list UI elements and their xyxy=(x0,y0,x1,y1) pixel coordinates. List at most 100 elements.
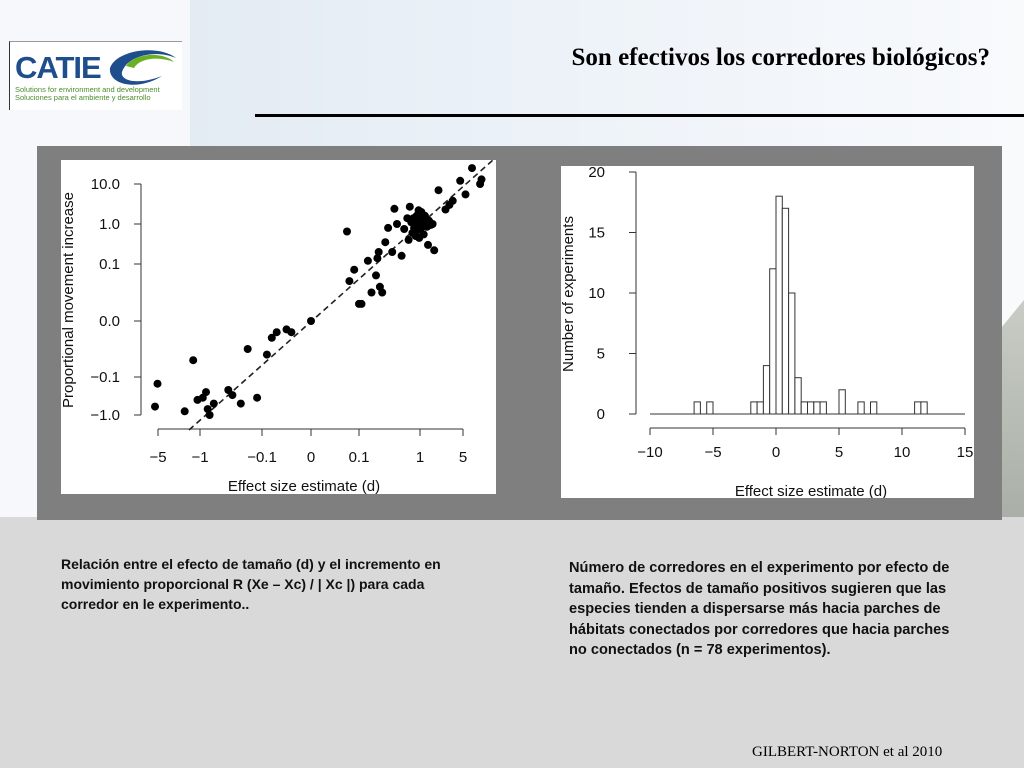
histogram-bar xyxy=(762,365,771,415)
scatter-point xyxy=(228,391,237,400)
fit-line xyxy=(188,159,494,431)
scatter-point xyxy=(390,204,399,213)
y-tick-label: 5 xyxy=(597,346,605,363)
scatter-point xyxy=(272,328,281,337)
y-tick-label: 20 xyxy=(588,166,605,181)
scatter-point xyxy=(345,277,354,286)
scatter-point xyxy=(357,299,366,308)
scatter-point xyxy=(350,265,359,274)
x-tick-label: 10 xyxy=(894,444,911,461)
scatter-point xyxy=(424,240,432,249)
scatter-point xyxy=(388,248,397,256)
histogram-bar xyxy=(781,207,790,415)
x-tick-label: 0.1 xyxy=(349,449,370,466)
scatter-point xyxy=(384,223,393,232)
x-tick-label: 15 xyxy=(957,444,974,461)
y-tick-label: 1.0 xyxy=(99,216,120,233)
histogram-bar xyxy=(788,292,796,415)
scatter-point xyxy=(405,202,414,211)
scatter-point xyxy=(267,333,276,342)
logo-wordmark: CATIE xyxy=(15,50,102,85)
histogram-bar xyxy=(800,401,808,415)
histogram-panel: −10 −5 0 5 10 15 0 5 10 15 20 Effect size estimate … xyxy=(560,164,974,500)
citation: GILBERT-NORTON et al 2010 xyxy=(752,744,943,760)
y-tick-label: 15 xyxy=(588,225,605,242)
scatter-point xyxy=(428,220,437,228)
scatter-point xyxy=(378,288,387,297)
histogram-bar xyxy=(920,401,928,415)
y-tick-label: 0.0 xyxy=(99,313,120,330)
histogram-bar xyxy=(819,401,827,415)
scatter-point xyxy=(468,164,476,173)
scatter-point xyxy=(153,379,162,388)
scatter-point xyxy=(367,288,376,297)
scatter-point xyxy=(373,254,382,263)
histogram-bar xyxy=(693,401,701,415)
scatter-point xyxy=(236,399,245,408)
scatter-point xyxy=(287,328,296,337)
caption-band xyxy=(0,517,1024,768)
histogram-bar xyxy=(750,401,758,415)
scatter-point xyxy=(397,251,406,260)
scatter-point xyxy=(461,190,470,199)
scatter-point xyxy=(419,230,428,239)
title-divider xyxy=(255,114,1024,117)
catie-logo: CATIE Solutions for environment and deve… xyxy=(9,41,182,110)
y-axis-title: Number of experiments xyxy=(561,216,577,372)
histogram-bar xyxy=(775,195,783,415)
x-tick-label: −0.1 xyxy=(247,449,277,466)
y-tick-label: 0 xyxy=(597,406,605,423)
x-tick-label: −10 xyxy=(637,444,662,461)
x-tick-label: 0 xyxy=(772,444,780,461)
histogram-bar xyxy=(914,401,922,415)
scatter-point xyxy=(343,227,351,236)
y-tick-label: −1.0 xyxy=(90,407,120,424)
histogram-bar xyxy=(857,401,865,415)
x-tick-label: 5 xyxy=(459,449,467,466)
histogram-bar xyxy=(870,401,878,415)
y-tick-label: −0.1 xyxy=(90,369,120,386)
y-axis-title: Proportional movement increase xyxy=(61,192,77,408)
scatter-plot-panel: −5 −1 −0.1 0 0.1 1 5 −1.0 −0.1 0.0 0.1 1.0 10.0 Effec… xyxy=(60,159,496,495)
scatter-point xyxy=(253,393,262,402)
scatter-point xyxy=(151,402,159,411)
scatter-point xyxy=(430,246,439,255)
x-axis-title: Effect size estimate (d) xyxy=(228,478,380,494)
scatter-point xyxy=(374,248,383,256)
scatter-point xyxy=(381,238,390,247)
histogram-bar xyxy=(756,401,764,415)
histogram-bar xyxy=(813,401,821,415)
logo-tagline-en: Solutions for environment and developmen… xyxy=(15,85,160,94)
scatter-point xyxy=(400,225,409,233)
scatter-point xyxy=(456,176,465,185)
caption-left: Relación entre el efecto de tamaño (d) y… xyxy=(61,556,441,612)
histogram-bar xyxy=(838,389,846,415)
histogram-bar xyxy=(794,377,802,415)
histogram-bar xyxy=(769,268,777,415)
scatter-point xyxy=(202,388,210,397)
x-tick-label: 1 xyxy=(416,449,424,466)
scatter-point xyxy=(209,399,218,408)
scatter-point xyxy=(189,356,198,365)
histogram-chart: −10 −5 0 5 10 15 0 5 10 15 20 Effect size estimate … xyxy=(560,164,974,500)
histogram-bar xyxy=(706,401,714,415)
scatter-point xyxy=(180,407,189,416)
scatter-point xyxy=(448,196,457,205)
histogram-bar xyxy=(807,401,815,415)
scatter-point xyxy=(404,235,413,244)
scatter-chart: −5 −1 −0.1 0 0.1 1 5 −1.0 −0.1 0.0 0.1 1.0 10.0 Effec… xyxy=(60,159,494,495)
x-tick-label: −1 xyxy=(191,449,208,466)
logo-tagline-es: Soluciones para el ambiente y desarrollo xyxy=(15,93,151,102)
scatter-point xyxy=(205,411,214,419)
caption-right: Número de corredores en el experimento p… xyxy=(569,560,950,658)
scatter-point xyxy=(243,345,252,353)
logo-swoosh-icon xyxy=(109,50,176,85)
scatter-point xyxy=(434,186,443,195)
scatter-point xyxy=(307,317,315,325)
scatter-point xyxy=(363,256,372,265)
scatter-point xyxy=(477,175,486,184)
x-tick-label: −5 xyxy=(149,449,166,466)
logo-tagline: Solutions for environment and developmen… xyxy=(15,86,185,102)
scatter-point xyxy=(262,350,271,359)
slide-title: Son efectivos los corredores biológicos? xyxy=(571,44,990,71)
